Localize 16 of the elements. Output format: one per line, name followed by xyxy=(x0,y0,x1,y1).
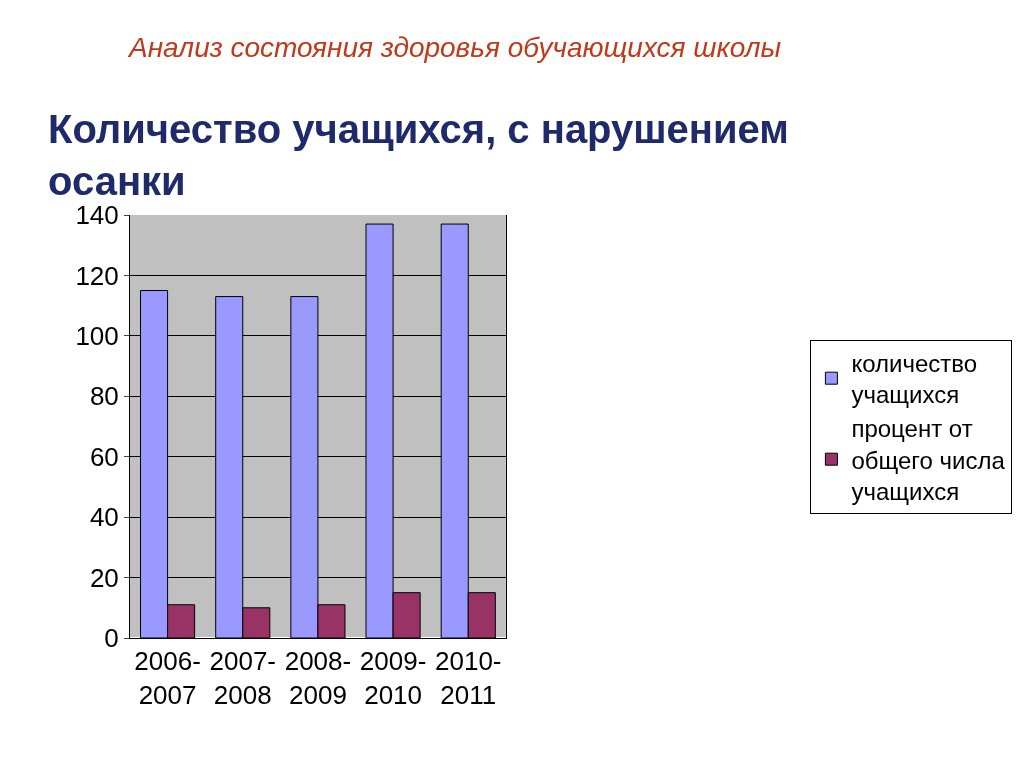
y-tick-label: 140 xyxy=(75,200,119,231)
chart-title: Анализ состояния здоровья обучающихся школы xyxy=(127,32,782,63)
y-tick-label: 100 xyxy=(75,320,119,351)
y-tick-label: 60 xyxy=(89,441,119,472)
x-tick-label: 2009-2010 xyxy=(359,646,427,710)
y-tick-label: 120 xyxy=(75,260,119,291)
x-tick-label: 2006-2007 xyxy=(134,646,201,710)
x-tick-label: 2010-2011 xyxy=(435,646,502,710)
x-tick-label: 2007-2008 xyxy=(209,646,276,710)
chart-subtitle: Количество учащихся, с нарушением осанки xyxy=(48,107,789,203)
x-tick-label: 2008-2009 xyxy=(284,646,352,710)
y-tick-label: 80 xyxy=(89,381,119,412)
y-tick-label: 40 xyxy=(89,502,119,533)
y-tick-label: 0 xyxy=(104,623,119,654)
y-tick-label: 20 xyxy=(89,562,119,593)
legend-label: процент от общего числа учащихся xyxy=(851,415,1006,505)
